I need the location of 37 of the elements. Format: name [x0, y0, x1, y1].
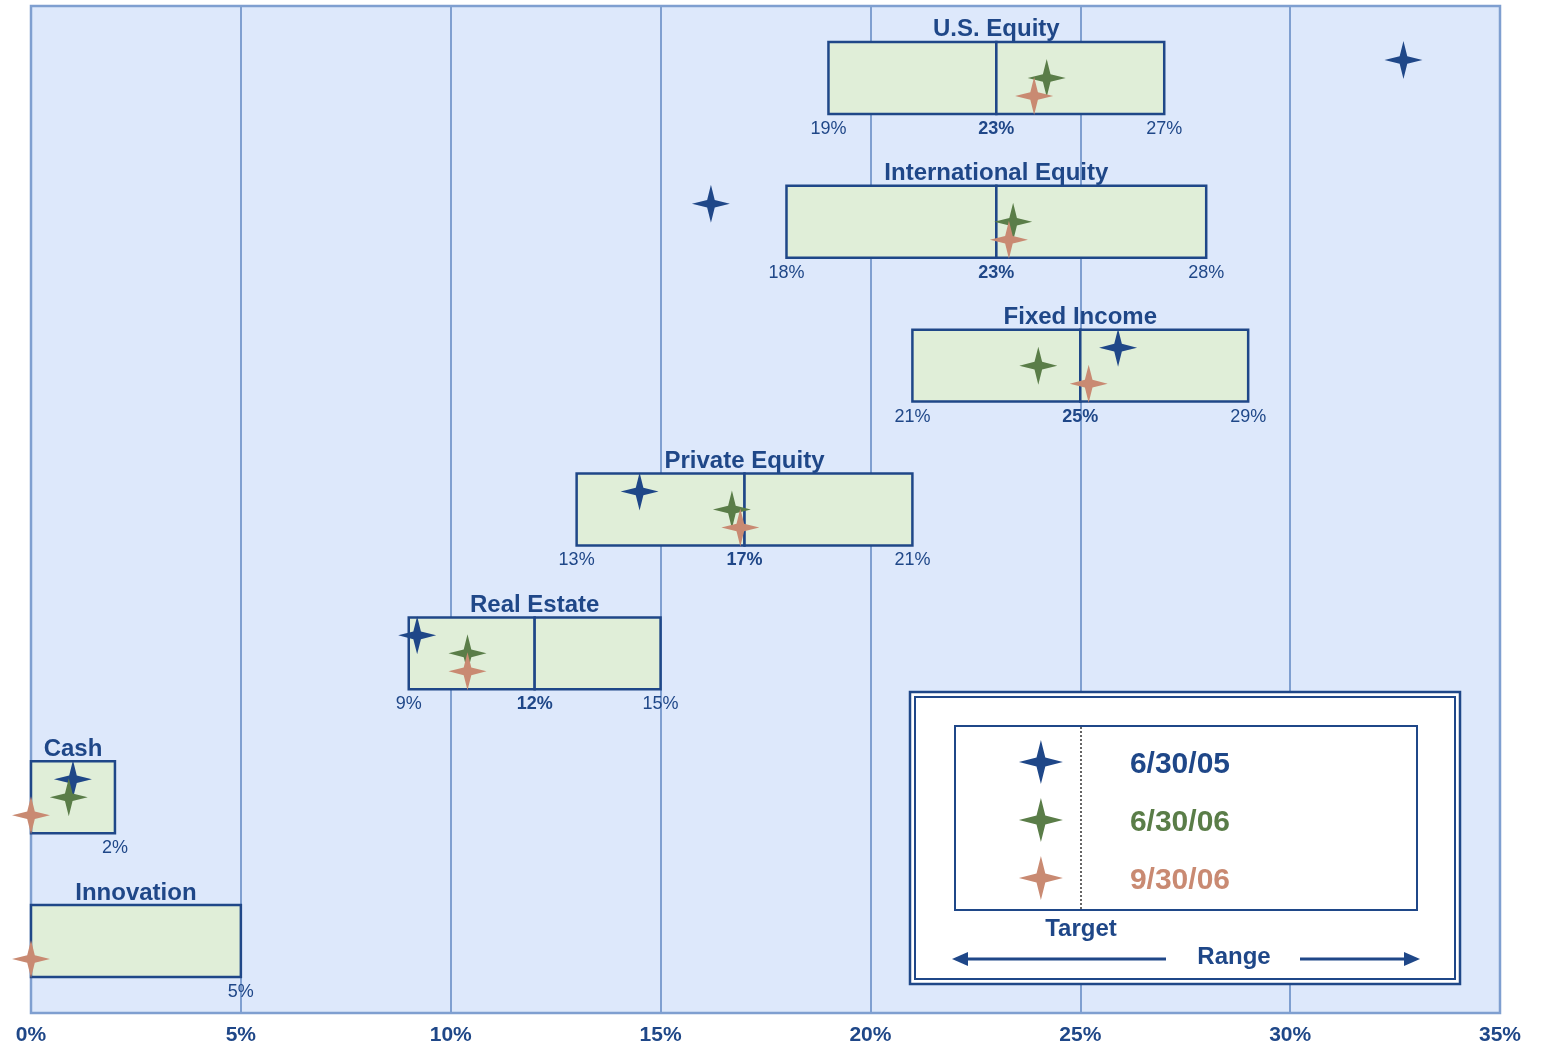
legend-label: 6/30/05	[1129, 745, 1230, 779]
annotation: 23%	[978, 117, 1015, 138]
x-tick-label: 15%	[639, 1022, 682, 1045]
annotation: Range	[1197, 941, 1271, 969]
annotation: 17%	[726, 549, 763, 570]
x-tick-label: 30%	[1269, 1022, 1312, 1045]
annotation: Target	[1045, 913, 1117, 941]
annotation: 25%	[1062, 405, 1099, 426]
y-tick-label: Real Estate	[469, 589, 600, 617]
annotation: 12%	[516, 693, 553, 714]
x-tick-label: 10%	[429, 1022, 473, 1045]
annotation: 23%	[978, 261, 1015, 282]
y-tick-label: International Equity	[884, 158, 1109, 186]
y-tick-label: Private Equity	[664, 446, 826, 474]
annotation: 29%	[1230, 405, 1267, 426]
x-tick-label: 35%	[1478, 1022, 1522, 1045]
annotation: 21%	[894, 405, 931, 426]
annotation: 19%	[810, 117, 847, 138]
annotation: 13%	[558, 549, 595, 570]
annotation: 27%	[1146, 117, 1183, 138]
annotation: 15%	[642, 693, 679, 714]
y-tick-label: U.S. Equity	[933, 14, 1061, 42]
annotation: 28%	[1188, 261, 1225, 282]
annotation: 2%	[101, 837, 128, 858]
x-tick-label: 0%	[15, 1022, 47, 1045]
x-tick-label: 20%	[849, 1022, 892, 1045]
annotation: 18%	[768, 261, 805, 282]
annotation: 9%	[395, 693, 422, 714]
y-tick-label: Fixed Income	[1003, 302, 1157, 330]
y-tick-label: Innovation	[75, 877, 197, 905]
legend-label: 6/30/06	[1129, 803, 1230, 837]
x-tick-label: 25%	[1059, 1022, 1102, 1045]
y-tick-label: Cash	[43, 733, 103, 761]
x-tick-label: 5%	[225, 1022, 257, 1045]
annotation: 5%	[227, 981, 254, 1002]
annotation: 21%	[894, 549, 931, 570]
legend-label: 9/30/06	[1129, 861, 1230, 895]
